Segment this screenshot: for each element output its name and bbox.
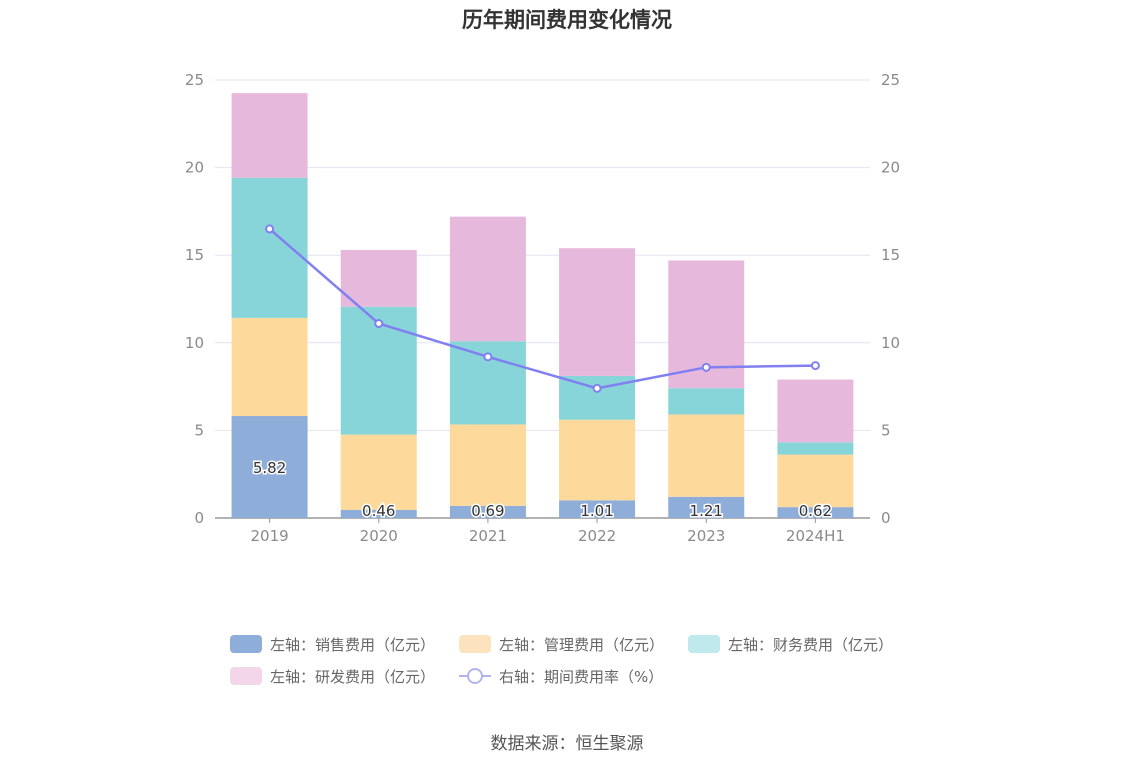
bar-segment-1	[340, 434, 417, 510]
bar-data-label: 0.46	[362, 502, 395, 520]
bar-segment-0	[559, 500, 636, 518]
legend-line-marker-icon	[459, 667, 491, 685]
legend-item-admin[interactable]: 左轴：管理费用（亿元）	[459, 633, 664, 655]
left-axis-tick-label: 0	[194, 509, 204, 527]
line-point	[592, 383, 602, 393]
bar-data-label: 5.82	[253, 459, 286, 477]
bar-data-label: 0.69	[471, 502, 504, 520]
line-point	[483, 352, 493, 362]
bar-segment-1	[668, 414, 745, 497]
x-axis-tick-label: 2022	[578, 527, 616, 545]
bar-segment-1	[449, 424, 526, 506]
bar-data-label: 1.01	[580, 502, 613, 520]
right-axis-tick-label: 20	[881, 159, 900, 177]
right-axis-tick-label: 10	[881, 334, 900, 352]
bar-segment-2	[668, 388, 745, 415]
line-point	[374, 319, 384, 329]
bar-segment-3	[449, 216, 526, 342]
bar-segment-3	[777, 379, 854, 443]
chart-title: 历年期间费用变化情况	[462, 8, 672, 32]
legend-swatch-rnd	[230, 667, 262, 685]
bar-segment-3	[340, 249, 417, 307]
bar-segment-0	[340, 509, 417, 518]
bar-data-label: 1.21	[690, 502, 723, 520]
legend-swatch-finance	[688, 635, 720, 653]
legend-item-finance[interactable]: 左轴：财务费用（亿元）	[688, 633, 893, 655]
bar-segment-0	[777, 507, 854, 518]
left-axis-tick-label: 5	[194, 421, 204, 439]
legend-label-sales: 左轴：销售费用（亿元）	[270, 635, 436, 654]
bar-segment-2	[777, 442, 854, 455]
line-series-expense-ratio	[268, 227, 816, 390]
bar-segment-3	[559, 248, 636, 376]
legend-swatch-admin	[459, 635, 491, 653]
bar-segment-3	[231, 93, 308, 178]
legend-item-rnd[interactable]: 左轴：研发费用（亿元）	[230, 665, 435, 687]
right-axis-tick-label: 5	[881, 421, 891, 439]
x-axis-tick-label: 2024H1	[786, 527, 845, 545]
left-axis-tick-label: 25	[185, 71, 204, 89]
bar-segment-1	[559, 419, 636, 501]
legend-swatch-sales	[230, 635, 262, 653]
line-point	[810, 361, 820, 371]
bar-data-label: 0.62	[799, 502, 832, 520]
bar-segment-1	[231, 317, 308, 417]
left-axis-tick-label: 15	[185, 246, 204, 264]
bar-segment-2	[231, 177, 308, 318]
bar-segment-0	[231, 416, 308, 518]
right-axis-tick-label: 15	[881, 246, 900, 264]
left-axis-tick-label: 20	[185, 159, 204, 177]
legend-item-sales[interactable]: 左轴：销售费用（亿元）	[230, 633, 435, 655]
x-axis-tick-label: 2023	[687, 527, 725, 545]
bar-segment-0	[668, 496, 745, 518]
legend-label-rnd: 左轴：研发费用（亿元）	[270, 667, 436, 686]
chart-source: 数据来源：恒生聚源	[490, 734, 644, 754]
x-axis-tick-label: 2021	[469, 527, 507, 545]
legend-label-expense-ratio: 右轴：期间费用率（%）	[499, 667, 664, 686]
bar-segment-0	[449, 505, 526, 518]
right-axis-tick-label: 0	[881, 509, 891, 527]
right-axis-tick-label: 25	[881, 71, 900, 89]
left-axis-tick-label: 10	[185, 334, 204, 352]
line-point	[701, 362, 711, 372]
line-point	[265, 224, 275, 234]
legend-item-expense-ratio[interactable]: 右轴：期间费用率（%）	[459, 665, 663, 687]
legend-label-finance: 左轴：财务费用（亿元）	[728, 635, 894, 654]
x-axis-tick-label: 2019	[250, 527, 288, 545]
bar-segment-1	[777, 454, 854, 508]
legend-label-admin: 左轴：管理费用（亿元）	[499, 635, 665, 654]
x-axis-tick-label: 2020	[360, 527, 398, 545]
